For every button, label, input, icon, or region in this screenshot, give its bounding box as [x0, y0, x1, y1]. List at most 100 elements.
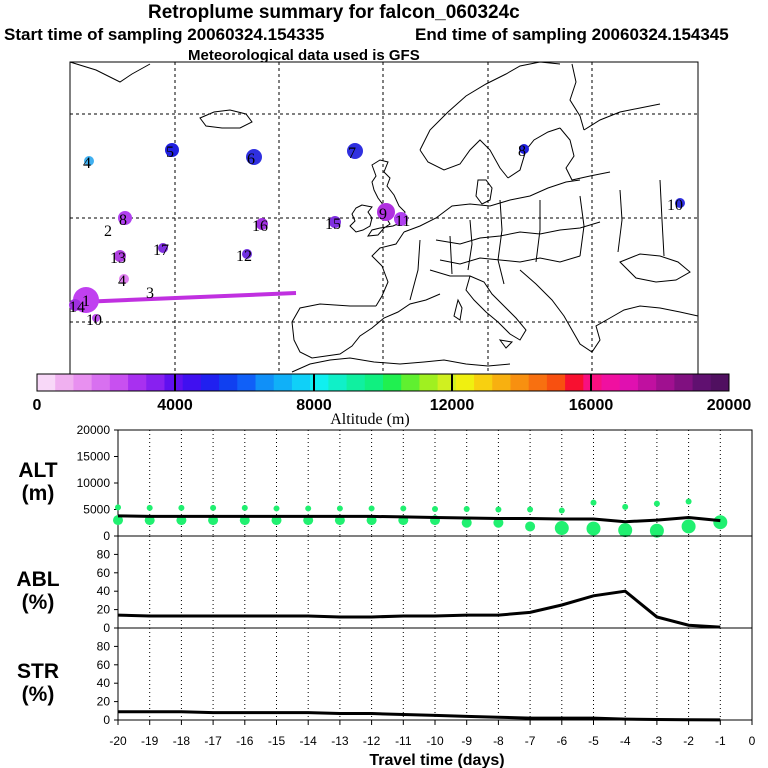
scatter-point	[115, 504, 121, 511]
colorbar-swatch	[146, 374, 165, 391]
y-tick-label: 10000	[77, 476, 111, 490]
y-tick-label: 60	[97, 658, 111, 672]
colorbar-swatch	[692, 374, 712, 391]
x-tick-label: 0	[749, 734, 756, 748]
plume-marker-label: 14	[69, 299, 85, 316]
y-tick-label: 60	[97, 566, 111, 580]
plume-marker-dot	[158, 243, 168, 253]
colorbar-swatch	[55, 374, 74, 391]
start-time: Start time of sampling 20060324.154335	[4, 25, 325, 44]
colorbar	[36, 373, 730, 392]
scatter-point	[618, 523, 633, 538]
colorbar-swatch	[510, 374, 530, 391]
colorbar-swatch	[656, 374, 675, 391]
panel-frame	[117, 535, 753, 629]
colorbar-swatch	[674, 374, 694, 391]
colorbar-tick-label: 20000	[707, 397, 752, 414]
scatter-point	[113, 515, 123, 526]
panel-alt: 0 5000 10000 15000 20000 ALT(m)	[18, 423, 753, 543]
y-tick-label: 0	[103, 621, 110, 635]
colorbar-swatch	[37, 374, 56, 391]
colorbar-swatch	[546, 374, 566, 391]
y-tick-label: 80	[97, 639, 111, 653]
x-tick-label: -6	[556, 734, 567, 748]
colorbar-swatch	[419, 374, 439, 391]
scatter-point	[146, 504, 153, 511]
series-line-alt	[117, 514, 721, 524]
y-tick-label: 80	[97, 547, 111, 561]
colorbar-swatch	[474, 374, 493, 391]
plume-marker-label: 17	[153, 242, 169, 259]
plume-marker-label: 7	[348, 145, 356, 162]
colorbar-swatch	[200, 374, 220, 391]
colorbar-tick-label: 12000	[430, 397, 475, 414]
colorbar-swatch	[328, 374, 348, 391]
scatter-point	[558, 507, 565, 514]
colorbar-tick-label: 0	[33, 397, 42, 414]
plume-marker-label: 6	[247, 151, 255, 168]
plume-marker-label: 12	[236, 248, 252, 265]
x-tick-label: -1	[715, 734, 726, 748]
scatter-point	[463, 505, 470, 512]
colorbar-swatch	[273, 374, 293, 391]
plume-marker-dot	[246, 149, 262, 165]
x-tick-label: -13	[331, 734, 349, 748]
scatter-point	[400, 505, 407, 512]
y-tick-label: 40	[97, 676, 111, 690]
x-axis: -20 -19 -18 -17 -16 -15 -14 -13 -12 -11 -10 -9 -8 -7-…	[109, 720, 756, 748]
plume-marker-label: 10	[667, 197, 683, 214]
panel-str: 0 20 40 60 80 STR(%)	[17, 627, 753, 727]
scatter-point	[495, 506, 502, 513]
y-tick-label: 0	[103, 529, 110, 543]
colorbar-swatch	[528, 374, 548, 391]
colorbar-swatch	[310, 374, 329, 391]
plume-marker-label: 5	[166, 144, 174, 161]
scatter-point	[368, 505, 375, 512]
x-tick-label: -5	[588, 734, 599, 748]
colorbar-swatch	[492, 374, 511, 391]
scatter-point	[525, 521, 536, 532]
x-tick-label: -3	[652, 734, 663, 748]
x-tick-label: -10	[426, 734, 444, 748]
x-tick-label: -19	[141, 734, 159, 748]
scatter-point	[305, 505, 312, 512]
y-tick-label: 5000	[83, 503, 110, 517]
plume-marker-dot	[675, 198, 685, 208]
colorbar-swatch	[455, 374, 475, 391]
panel-yunit: (%)	[22, 683, 55, 706]
plume-marker-label: 13	[110, 250, 126, 267]
plume-marker-dot	[92, 314, 100, 322]
plume-marker-dot	[394, 212, 408, 226]
scatter-point	[241, 504, 248, 511]
scatter-point	[653, 500, 660, 507]
plume-marker-dot	[114, 250, 126, 262]
colorbar-swatch	[291, 374, 311, 391]
colorbar-swatch	[637, 374, 657, 391]
x-tick-label: -4	[620, 734, 631, 748]
colorbar-swatch	[583, 374, 603, 391]
plume-marker-dot	[84, 156, 94, 166]
colorbar-ticks: 0 4000 8000 12000 16000 20000	[33, 374, 752, 414]
plume-marker-dot	[329, 216, 341, 228]
scatter-point	[336, 505, 343, 512]
scatter-point	[685, 498, 692, 505]
plume-marker-label: 4	[83, 155, 91, 172]
scatter-point	[649, 523, 664, 538]
plume-marker-label: 1	[82, 293, 90, 310]
plume-marker-label: 9	[379, 206, 387, 223]
y-tick-label: 15000	[77, 450, 111, 464]
x-tick-label: -12	[363, 734, 381, 748]
x-tick-label: -7	[525, 734, 536, 748]
colorbar-swatch	[182, 374, 202, 391]
map-grid	[70, 62, 698, 374]
x-tick-label: -11	[395, 734, 412, 748]
scatter-point	[210, 504, 217, 511]
panel-ylabel: ALT	[18, 459, 57, 482]
x-axis-label: Travel time (days)	[369, 752, 504, 768]
plume-marker-label: 4	[118, 273, 126, 290]
y-tick-label: 40	[97, 584, 111, 598]
time-series-panels: 05000100001500020000ALT(m)020406080ABL(%…	[16, 423, 753, 727]
colorbar-tick-label: 16000	[569, 397, 614, 414]
